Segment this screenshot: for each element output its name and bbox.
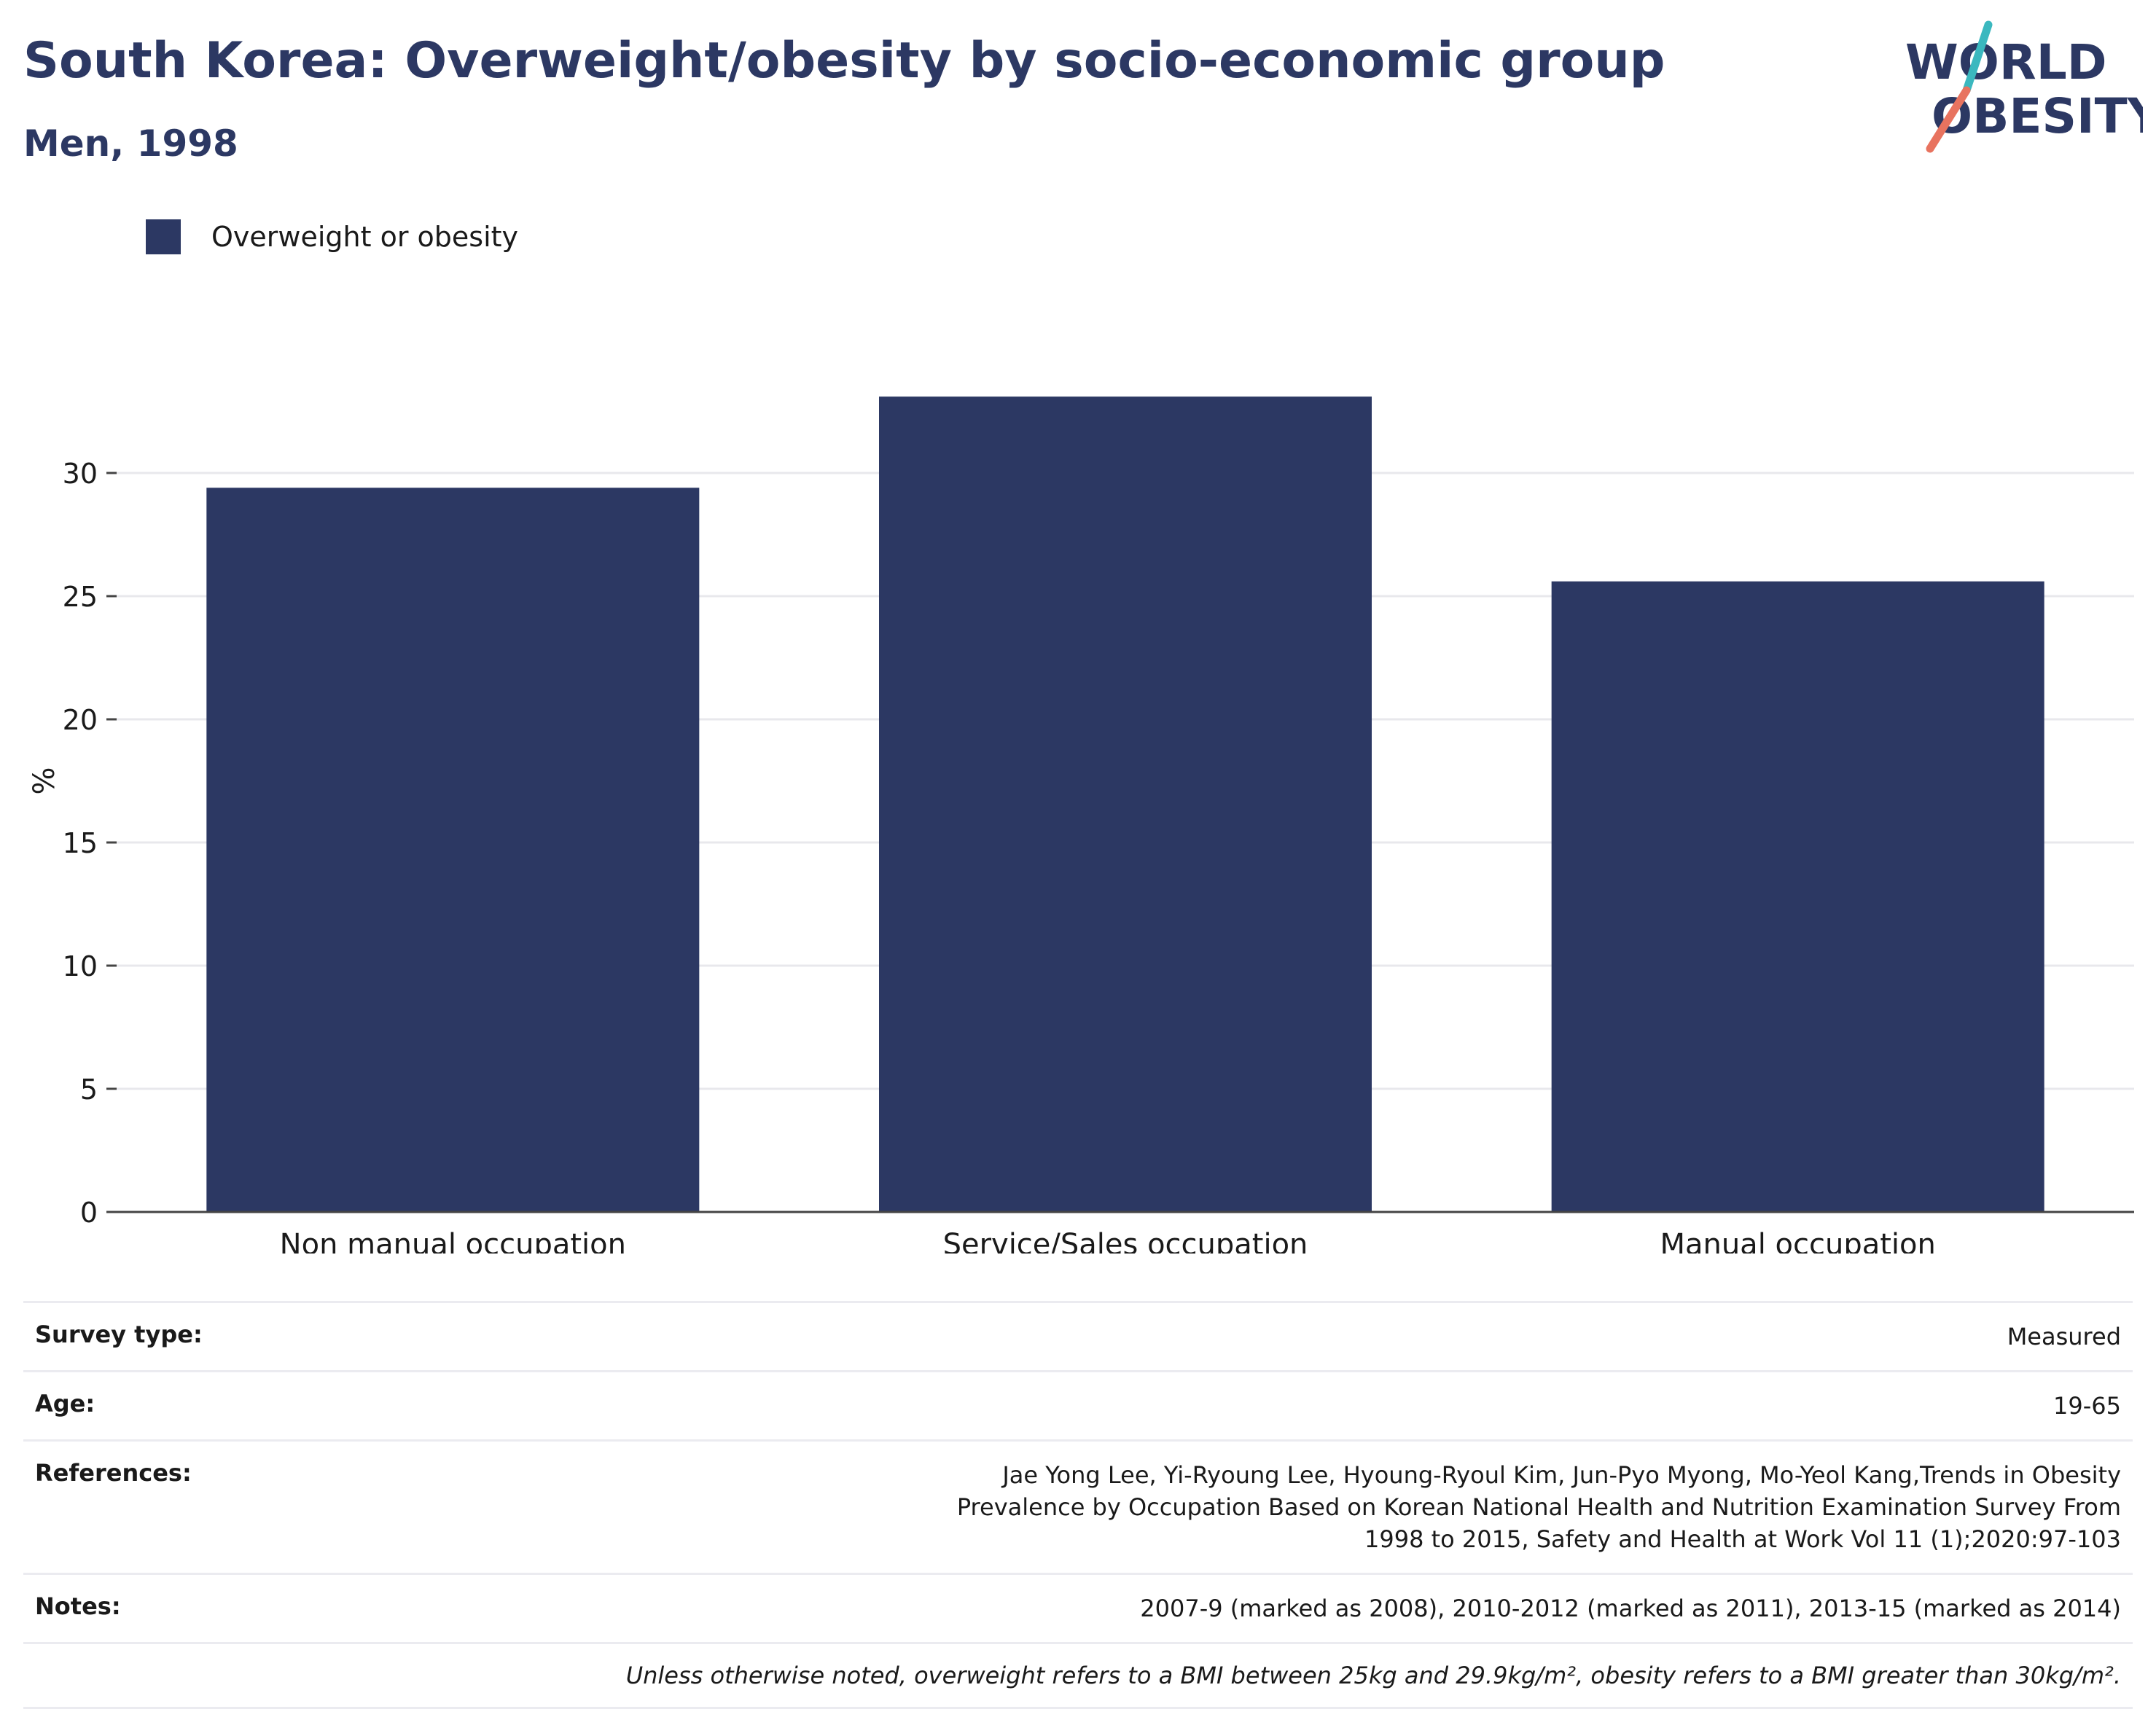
info-value: 2007-9 (marked as 2008), 2010-2012 (mark…: [426, 1573, 2133, 1644]
y-axis-label: %: [28, 767, 61, 794]
y-tick-labels: 0 5 10 15 20 25 30: [63, 458, 98, 1229]
bar-chart: 0 5 10 15 20 25 30 Non manual occupation Servic…: [28, 396, 2134, 1254]
bar-service-sales-occupation: [879, 396, 1372, 1212]
info-row-references: References: Jae Yong Lee, Yi-Ryoung Lee,…: [23, 1439, 2133, 1575]
logo-slash-teal: [1962, 20, 1993, 95]
y-tick-label: 5: [80, 1073, 98, 1106]
info-value: Measured: [426, 1301, 2133, 1372]
chart-subtitle: Men, 1998: [23, 122, 238, 165]
logo-line1: WORLD: [1905, 34, 2107, 90]
bar-manual-occupation: [1551, 581, 2044, 1212]
y-tick-label: 25: [63, 581, 98, 613]
info-row-age: Age: 19-65: [23, 1370, 2133, 1442]
x-tick-labels: Non manual occupation Service/Sales occup…: [280, 1228, 1936, 1254]
world-obesity-logo: WORLD OBESITY: [1905, 20, 2143, 153]
info-value: Jae Yong Lee, Yi-Ryoung Lee, Hyoung-Ryou…: [426, 1439, 2133, 1575]
y-tick-label: 10: [63, 950, 98, 982]
info-key: References:: [23, 1439, 426, 1575]
info-value: 19-65: [426, 1370, 2133, 1442]
logo-slash-coral: [1926, 86, 1971, 153]
bars: [206, 396, 2044, 1212]
y-tick-label: 20: [63, 704, 98, 736]
info-table: Survey type: Measured Age: 19-65 Referen…: [23, 1301, 2133, 1709]
info-row-notes: Notes: 2007-9 (marked as 2008), 2010-201…: [23, 1573, 2133, 1644]
legend-swatch: [146, 219, 181, 254]
chart-title: South Korea: Overweight/obesity by socio…: [23, 32, 1665, 90]
y-tick-label: 0: [80, 1197, 98, 1229]
x-tick-label: Non manual occupation: [280, 1228, 626, 1254]
legend-label: Overweight or obesity: [211, 221, 519, 253]
x-tick-label: Service/Sales occupation: [943, 1228, 1308, 1254]
info-key: Age:: [23, 1370, 426, 1442]
y-tick-label: 15: [63, 827, 98, 859]
x-tick-label: Manual occupation: [1660, 1228, 1935, 1254]
y-tick-label: 30: [63, 458, 98, 490]
bar-non-manual-occupation: [206, 488, 700, 1212]
info-row-survey-type: Survey type: Measured: [23, 1301, 2133, 1372]
legend: Overweight or obesity: [146, 219, 518, 255]
footnote: Unless otherwise noted, overweight refer…: [23, 1642, 2133, 1709]
info-key: Notes:: [23, 1573, 426, 1644]
info-key: Survey type:: [23, 1301, 426, 1372]
info-footnote-row: Unless otherwise noted, overweight refer…: [23, 1642, 2133, 1709]
